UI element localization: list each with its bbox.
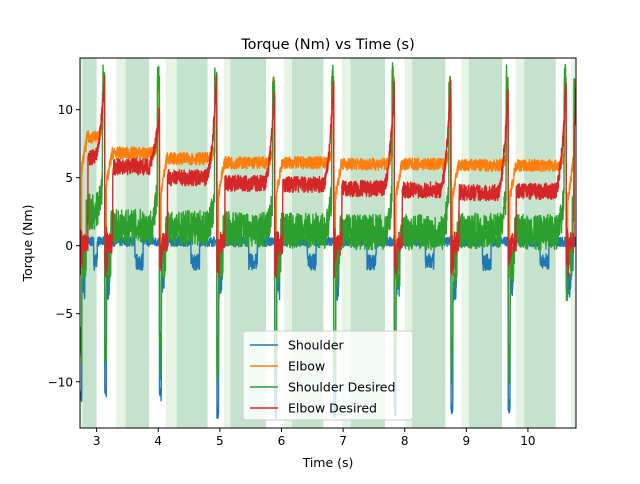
legend-label: Elbow Desired (288, 401, 377, 416)
x-ticks: 3 4 5 6 7 8 9 10 (93, 428, 536, 448)
axes-frame (79, 57, 577, 429)
legend-box (242, 330, 414, 421)
y-tick-label: −10 (48, 375, 73, 389)
x-tick-label: 3 (93, 434, 101, 448)
x-tick-label: 9 (463, 434, 471, 448)
x-tick-label: 10 (520, 434, 535, 448)
series-line-shoulder-desired (80, 62, 576, 386)
y-ticks: −10 −5 0 5 10 (48, 103, 80, 389)
x-tick-label: 8 (401, 434, 409, 448)
y-tick-label: 0 (65, 239, 73, 253)
legend-label: Shoulder Desired (288, 380, 395, 395)
y-tick-label: 5 (65, 171, 73, 185)
legend-label: Shoulder (288, 338, 345, 353)
y-axis-label: Torque (Nm) (20, 205, 35, 283)
chart-title: Torque (Nm) vs Time (s) (240, 37, 415, 53)
x-tick-label: 6 (278, 434, 286, 448)
x-tick-label: 4 (154, 434, 162, 448)
y-tick-label: 10 (58, 103, 73, 117)
legend: Shoulder Elbow Shoulder Desired Elbow Desir… (242, 330, 414, 421)
x-tick-label: 7 (339, 434, 347, 448)
series-line-elbow-desired (80, 73, 576, 279)
x-tick-label: 5 (216, 434, 224, 448)
x-axis-label: Time (s) (302, 455, 354, 470)
y-tick-label: −5 (55, 307, 73, 321)
series-layer (80, 62, 576, 420)
legend-label: Elbow (288, 359, 325, 374)
